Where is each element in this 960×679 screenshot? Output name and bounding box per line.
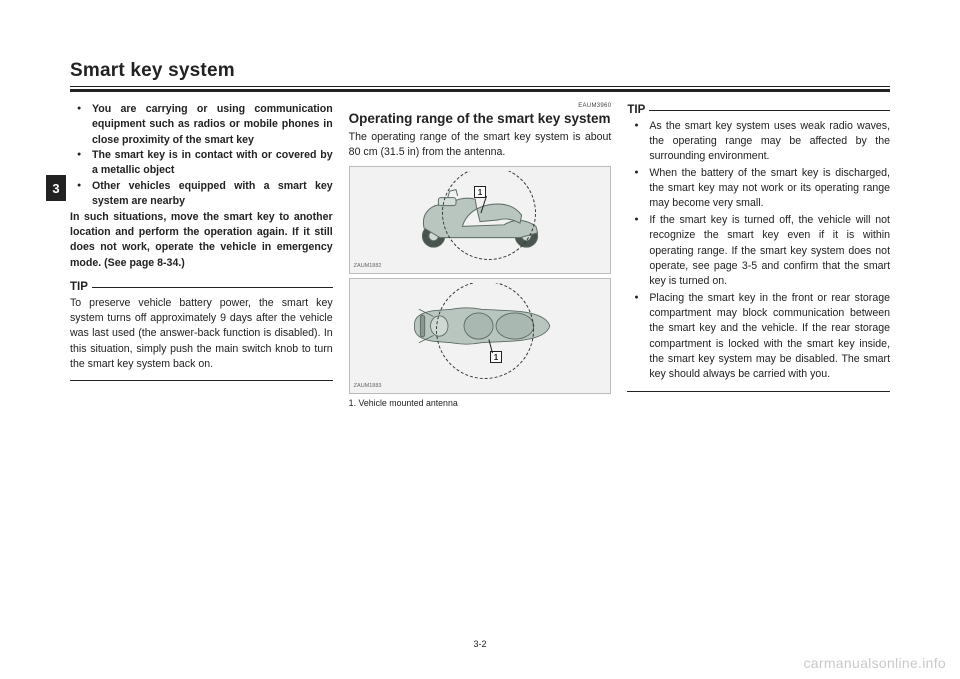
antenna-callout: 1 [474, 186, 486, 198]
figure-top-view: 1 ZAUM1883 [349, 278, 612, 394]
figure-side-canvas: 1 [354, 171, 607, 261]
tip-rule [92, 287, 333, 288]
column-2: EAUM3960 Operating range of the smart ke… [349, 102, 612, 410]
figure-caption: 1. Vehicle mounted antenna [349, 397, 612, 410]
figure-top-canvas: 1 [354, 283, 607, 381]
bullet-item: Placing the smart key in the front or re… [637, 291, 890, 383]
warning-bullets: You are carrying or using communication … [80, 102, 333, 210]
columns: You are carrying or using communication … [70, 102, 890, 410]
bullet-item: When the battery of the smart key is dis… [637, 166, 890, 212]
scooter-top-illustration: 1 [400, 293, 560, 371]
bullet-item: The smart key is in contact with or cove… [80, 148, 333, 179]
tip-end-rule [70, 380, 333, 381]
tip-heading: TIP [70, 279, 333, 296]
page-header-inner: Smart key system [70, 60, 890, 87]
tip-end-rule [627, 391, 890, 392]
manual-page: Smart key system 3 You are carrying or u… [0, 0, 960, 679]
figure-label: ZAUM1883 [354, 381, 607, 391]
scooter-side-illustration: 1 [400, 180, 560, 252]
page-header: Smart key system [70, 60, 890, 92]
tip-rule [649, 110, 890, 111]
figure-side-view: 1 ZAUM1882 [349, 166, 612, 274]
tip-label: TIP [627, 102, 649, 119]
watermark: carmanualsonline.info [804, 655, 947, 671]
tip-heading: TIP [627, 102, 890, 119]
tip-body: To preserve vehicle battery power, the s… [70, 296, 333, 373]
bullet-item: You are carrying or using communication … [80, 102, 333, 148]
bullet-item: If the smart key is turned off, the vehi… [637, 213, 890, 290]
column-3: TIP As the smart key system uses weak ra… [627, 102, 890, 410]
section-title: Smart key system [70, 60, 890, 82]
column-1: You are carrying or using communication … [70, 102, 333, 410]
tip-label: TIP [70, 279, 92, 296]
bullet-item: Other vehicles equipped with a smart key… [80, 179, 333, 210]
tip-bullets: As the smart key system uses weak radio … [637, 119, 890, 383]
operating-range-title: Operating range of the smart key system [349, 111, 612, 128]
operating-range-body: The operating range of the smart key sys… [349, 130, 612, 161]
range-circle [436, 283, 534, 379]
bullet-item: As the smart key system uses weak radio … [637, 119, 890, 165]
emergency-instruction: In such situations, move the smart key t… [70, 210, 333, 271]
reference-code: EAUM3960 [349, 102, 612, 111]
figure-label: ZAUM1882 [354, 261, 607, 271]
chapter-tab: 3 [46, 175, 66, 201]
page-number: 3-2 [0, 639, 960, 649]
